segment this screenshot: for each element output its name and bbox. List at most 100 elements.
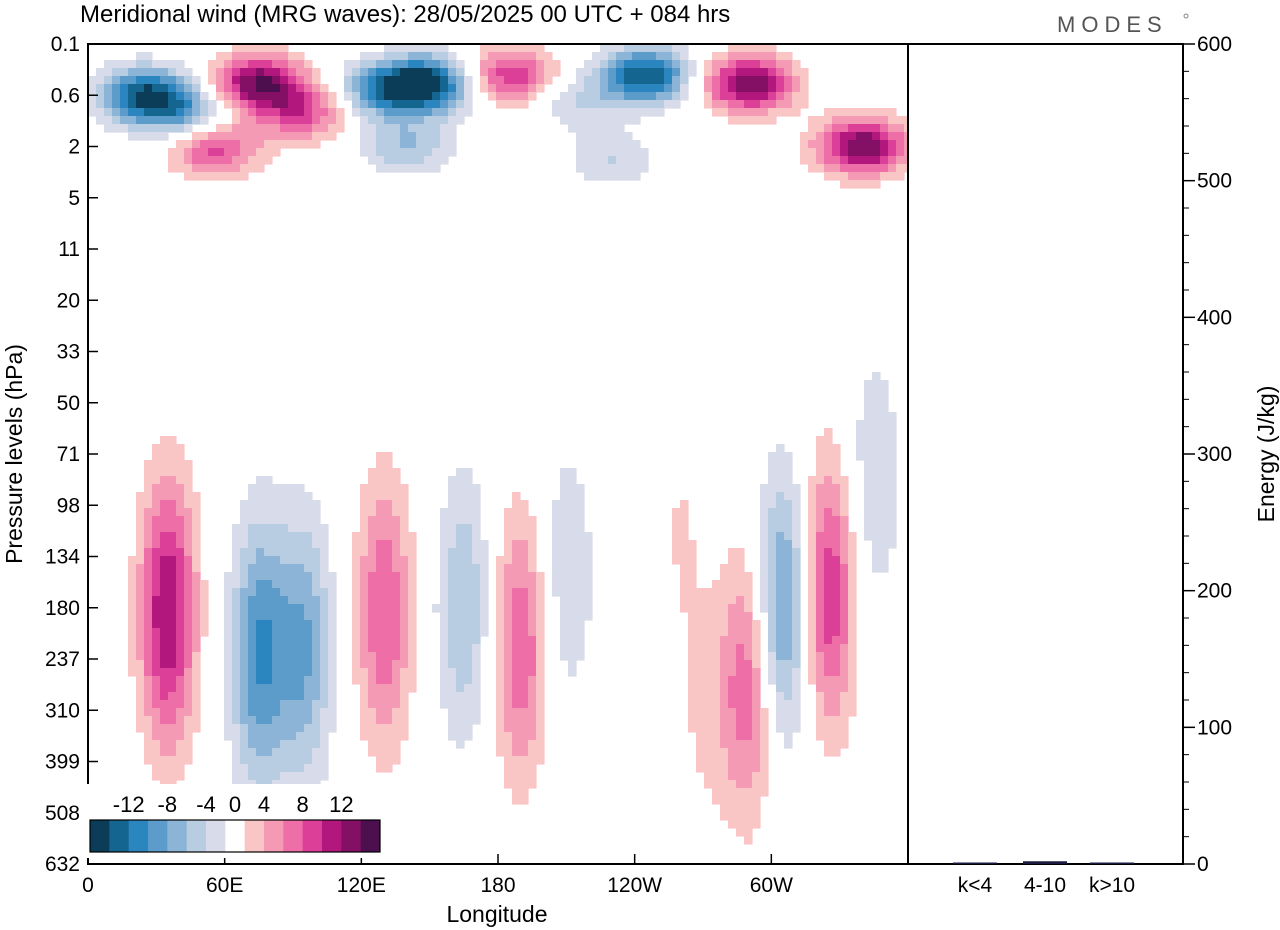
heatmap-cell [296, 60, 305, 69]
heatmap-cell [832, 444, 841, 453]
heatmap-cell [160, 84, 169, 93]
heatmap-cell [464, 596, 473, 605]
heatmap-cell [432, 68, 441, 77]
heatmap-cell [264, 116, 273, 125]
heatmap-cell [584, 604, 593, 613]
heatmap-cell [176, 116, 185, 125]
heatmap-cell [312, 108, 321, 117]
heatmap-cell [272, 484, 281, 493]
heatmap-cell [712, 92, 721, 101]
brand-logo: MODES [1057, 12, 1168, 37]
heatmap-cell [568, 636, 577, 645]
heatmap-cell [384, 628, 393, 637]
heatmap-cell [232, 52, 241, 61]
heatmap-cell [432, 156, 441, 165]
heatmap-cell [736, 60, 745, 69]
heatmap-cell [264, 580, 273, 589]
heatmap-cell [736, 732, 745, 741]
heatmap-cell [760, 748, 769, 757]
heatmap-cell [728, 780, 737, 789]
heatmap-cell [152, 588, 161, 597]
heatmap-cell [152, 684, 161, 693]
heatmap-cell [144, 708, 153, 717]
heatmap-cell [192, 84, 201, 93]
heatmap-cell [472, 492, 481, 501]
heatmap-cell [488, 68, 497, 77]
heatmap-cell [520, 684, 529, 693]
heatmap-cell [248, 692, 257, 701]
heatmap-cell [440, 116, 449, 125]
heatmap-cell [760, 84, 769, 93]
heatmap-cell [272, 492, 281, 501]
heatmap-cell [536, 604, 545, 613]
heatmap-cell [192, 652, 201, 661]
heatmap-cell [888, 124, 897, 133]
y-tick-label: 0.6 [51, 84, 80, 107]
heatmap-cell [144, 132, 153, 141]
x-tick-label: 120E [337, 874, 386, 897]
heatmap-cell [456, 708, 465, 717]
heatmap-cell [328, 724, 337, 733]
heatmap-cell [304, 140, 313, 149]
heatmap-cell [520, 516, 529, 525]
heatmap-cell [872, 180, 881, 189]
heatmap-cell [696, 588, 705, 597]
heatmap-cell [240, 740, 249, 749]
heatmap-cell [728, 84, 737, 93]
heatmap-cell [408, 652, 417, 661]
heatmap-cell [408, 572, 417, 581]
heatmap-cell [192, 716, 201, 725]
heatmap-cell [368, 508, 377, 517]
heatmap-cell [888, 476, 897, 485]
y-tick-label: 71 [57, 443, 80, 466]
heatmap-cell [160, 60, 169, 69]
heatmap-cell [848, 660, 857, 669]
heatmap-cell [312, 612, 321, 621]
heatmap-cell [840, 108, 849, 117]
heatmap-cell [864, 484, 873, 493]
heatmap-cell [512, 756, 521, 765]
heatmap-cell [152, 548, 161, 557]
heatmap-cell [536, 620, 545, 629]
heatmap-cell [392, 76, 401, 85]
heatmap-cell [800, 148, 809, 157]
heatmap-cell [824, 724, 833, 733]
heatmap-cell [160, 92, 169, 101]
heatmap-cell [200, 172, 209, 181]
heatmap-cell [392, 156, 401, 165]
heatmap-cell [472, 588, 481, 597]
heatmap-cell [288, 60, 297, 69]
heatmap-cell [728, 740, 737, 749]
heatmap-cell [792, 548, 801, 557]
heatmap-cell [880, 540, 889, 549]
heatmap-cell [400, 732, 409, 741]
heatmap-cell [248, 140, 257, 149]
heatmap-cell [528, 44, 537, 53]
heatmap-cell [384, 532, 393, 541]
heatmap-cell [544, 76, 553, 85]
heatmap-cell [624, 60, 633, 69]
heatmap-cell [168, 660, 177, 669]
heatmap-cell [368, 620, 377, 629]
heatmap-cell [720, 588, 729, 597]
heatmap-cell [272, 628, 281, 637]
heatmap-cell [832, 532, 841, 541]
heatmap-cell [392, 484, 401, 493]
heatmap-cell [312, 540, 321, 549]
heatmap-cell [176, 500, 185, 509]
heatmap-cell [160, 652, 169, 661]
heatmap-cell [312, 76, 321, 85]
heatmap-cell [192, 588, 201, 597]
heatmap-cell [464, 572, 473, 581]
heatmap-cell [784, 628, 793, 637]
heatmap-cell [168, 732, 177, 741]
heatmap-cell [248, 724, 257, 733]
heatmap-cell [832, 500, 841, 509]
heatmap-cell [248, 148, 257, 157]
heatmap-cell [688, 700, 697, 709]
heatmap-cell [320, 660, 329, 669]
heatmap-cell [696, 636, 705, 645]
heatmap-cell [144, 588, 153, 597]
heatmap-cell [360, 724, 369, 733]
colorbar-swatch [90, 820, 110, 852]
